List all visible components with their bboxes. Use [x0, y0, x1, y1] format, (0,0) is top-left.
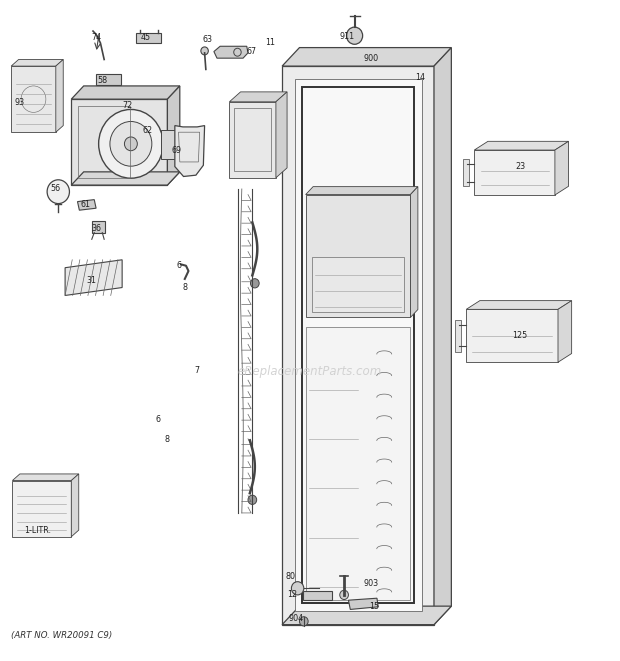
Circle shape	[291, 582, 304, 595]
Polygon shape	[410, 186, 418, 317]
Polygon shape	[175, 126, 205, 176]
Text: 911: 911	[340, 32, 355, 41]
Polygon shape	[78, 200, 96, 210]
Polygon shape	[558, 301, 572, 362]
Text: 6: 6	[176, 261, 181, 270]
Polygon shape	[434, 48, 451, 625]
Polygon shape	[474, 150, 555, 195]
Bar	[136, 33, 161, 43]
Polygon shape	[306, 327, 410, 600]
Text: 15: 15	[370, 602, 379, 611]
Text: 8: 8	[182, 283, 187, 292]
Text: 6: 6	[156, 415, 161, 424]
Polygon shape	[294, 79, 422, 611]
Text: 69: 69	[172, 146, 182, 155]
Polygon shape	[12, 481, 71, 537]
Polygon shape	[312, 257, 404, 312]
Circle shape	[110, 122, 152, 166]
Circle shape	[248, 495, 257, 504]
Text: 31: 31	[87, 276, 97, 286]
Circle shape	[299, 617, 308, 626]
Polygon shape	[466, 301, 572, 309]
Text: 900: 900	[363, 54, 378, 63]
Text: 36: 36	[91, 223, 101, 233]
Polygon shape	[214, 46, 248, 58]
Polygon shape	[282, 66, 434, 625]
Bar	[303, 591, 332, 600]
Text: 67: 67	[246, 47, 256, 56]
Circle shape	[125, 137, 138, 151]
Polygon shape	[282, 606, 451, 625]
Text: (ART NO. WR20091 C9): (ART NO. WR20091 C9)	[11, 631, 112, 641]
Text: 93: 93	[15, 98, 25, 107]
Text: 8: 8	[165, 435, 170, 444]
Bar	[161, 130, 177, 159]
Polygon shape	[71, 172, 180, 185]
Bar	[96, 74, 121, 85]
Text: 7: 7	[195, 366, 200, 375]
Polygon shape	[167, 86, 180, 185]
Text: 11: 11	[265, 38, 275, 48]
Text: 1-LITR.: 1-LITR.	[24, 525, 51, 535]
Polygon shape	[71, 99, 167, 185]
Polygon shape	[555, 141, 569, 195]
Polygon shape	[276, 92, 287, 178]
Circle shape	[250, 279, 259, 288]
Text: 14: 14	[415, 73, 425, 83]
Text: 125: 125	[512, 331, 527, 340]
Text: eReplacementParts.com: eReplacementParts.com	[238, 365, 382, 378]
Polygon shape	[229, 92, 287, 102]
Text: 56: 56	[51, 184, 61, 193]
Circle shape	[347, 27, 363, 44]
Polygon shape	[474, 141, 569, 150]
Text: 903: 903	[363, 578, 378, 588]
Bar	[78, 106, 130, 178]
Polygon shape	[11, 59, 63, 66]
Text: 61: 61	[81, 200, 91, 210]
Text: 74: 74	[91, 32, 101, 42]
Polygon shape	[71, 86, 180, 99]
Circle shape	[201, 47, 208, 55]
Polygon shape	[56, 59, 63, 132]
Polygon shape	[466, 309, 558, 362]
Polygon shape	[12, 474, 79, 481]
Text: 58: 58	[97, 76, 107, 85]
Polygon shape	[65, 260, 122, 295]
Polygon shape	[11, 66, 56, 132]
Bar	[92, 221, 105, 233]
Text: 72: 72	[122, 101, 132, 110]
Circle shape	[340, 590, 348, 600]
Text: 12: 12	[288, 590, 298, 600]
Text: 80: 80	[285, 572, 295, 581]
Text: 23: 23	[516, 162, 526, 171]
Circle shape	[47, 180, 69, 204]
Polygon shape	[71, 474, 79, 537]
Polygon shape	[306, 186, 418, 194]
Text: 62: 62	[143, 126, 153, 135]
Bar	[234, 108, 271, 171]
Circle shape	[99, 110, 163, 178]
Polygon shape	[229, 102, 276, 178]
Text: 904: 904	[289, 613, 304, 623]
Text: 63: 63	[203, 35, 213, 44]
Text: 45: 45	[141, 32, 151, 42]
Polygon shape	[348, 598, 378, 609]
Polygon shape	[282, 48, 451, 66]
Bar	[463, 159, 469, 186]
Bar	[455, 320, 461, 352]
Polygon shape	[306, 194, 410, 317]
